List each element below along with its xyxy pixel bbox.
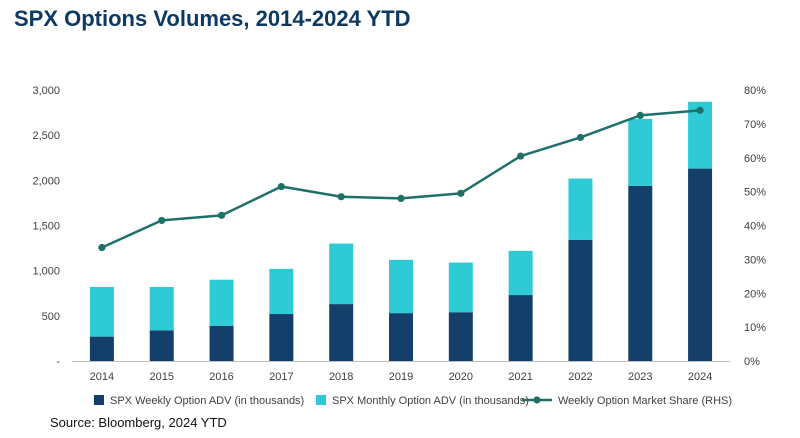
bar-weekly-adv: [269, 314, 294, 361]
y-right-tick-label: 50%: [744, 187, 766, 199]
market-share-point: [517, 152, 525, 160]
bar-weekly-adv: [688, 168, 713, 361]
y-right-tick-label: 0%: [744, 356, 760, 368]
market-share-point: [158, 216, 166, 225]
market-share-point: [217, 211, 226, 219]
chart-svg: - 500 1,000 1,500 2,000 2,500 3,000 0% 10% 20% 30…: [32, 85, 766, 407]
x-tick-label: 2022: [568, 371, 592, 383]
y-left-tick-label: 1,000: [32, 266, 60, 278]
bar-weekly-adv: [389, 313, 413, 361]
y-right-tick-label: 10%: [744, 322, 766, 334]
bar-monthly-adv: [269, 268, 294, 315]
bar-weekly-adv: [508, 295, 533, 361]
bar-monthly-adv: [568, 178, 593, 240]
x-tick-label: 2017: [269, 371, 293, 383]
bar-monthly-adv: [329, 243, 354, 305]
y-left-tick-label: 2,500: [32, 130, 60, 142]
bar-monthly-adv: [628, 118, 653, 186]
legend: SPX Weekly Option ADV (in thousands) SPX …: [94, 395, 732, 407]
y-right-tick-label: 20%: [744, 288, 766, 300]
y-left-tick-label: 1,500: [32, 221, 60, 233]
bar-weekly-adv: [568, 239, 593, 361]
bar-monthly-adv: [448, 262, 473, 313]
legend-marker-share: [533, 396, 541, 404]
market-share-point: [636, 111, 644, 120]
legend-swatch-monthly: [316, 395, 326, 405]
market-share-point: [696, 106, 704, 114]
bar-monthly-adv: [508, 250, 533, 296]
x-tick-label: 2024: [688, 371, 712, 383]
x-tick-label: 2018: [329, 371, 353, 383]
y-left-tick-label: 2,000: [32, 175, 60, 187]
bar-monthly-adv: [149, 286, 174, 331]
bar-monthly-adv: [389, 259, 413, 314]
right-axis: 0% 10% 20% 30% 40% 50% 60% 70% 80%: [744, 85, 766, 368]
legend-label-share: Weekly Option Market Share (RHS): [558, 395, 732, 407]
y-left-tick-label: -: [56, 356, 60, 368]
x-tick-label: 2015: [149, 371, 173, 383]
market-share-point: [576, 133, 585, 142]
x-axis: 2014 2015 2016 2017 2018 2019 2020 2021 2022 2023…: [90, 371, 713, 383]
left-axis: - 500 1,000 1,500 2,000 2,500 3,000: [32, 85, 60, 368]
y-right-tick-label: 60%: [744, 153, 766, 165]
y-right-tick-label: 40%: [744, 221, 766, 233]
source-note: Source: Bloomberg, 2024 YTD: [50, 415, 227, 430]
bar-weekly-adv: [448, 312, 473, 361]
y-right-tick-label: 80%: [744, 85, 766, 97]
market-share-point: [337, 193, 345, 201]
bar-weekly-adv: [89, 336, 114, 361]
y-left-tick-label: 3,000: [32, 85, 60, 97]
x-tick-label: 2014: [90, 371, 114, 383]
y-left-tick-label: 500: [42, 311, 60, 323]
x-tick-label: 2020: [449, 371, 473, 383]
legend-label-weekly: SPX Weekly Option ADV (in thousands): [110, 395, 304, 407]
market-share-line-group: [98, 106, 704, 252]
x-tick-label: 2021: [508, 371, 532, 383]
x-tick-label: 2016: [209, 371, 233, 383]
legend-swatch-weekly: [94, 395, 104, 405]
bar-weekly-adv: [628, 185, 653, 361]
bar-weekly-adv: [149, 330, 174, 361]
bar-monthly-adv: [209, 279, 234, 326]
legend-label-monthly: SPX Monthly Option ADV (in thousands): [332, 395, 529, 407]
bar-weekly-adv: [329, 304, 354, 361]
market-share-point: [277, 182, 285, 191]
market-share-point: [457, 189, 465, 197]
bar-group: [89, 101, 713, 361]
y-right-tick-label: 70%: [744, 119, 766, 131]
x-tick-label: 2023: [628, 371, 652, 383]
market-share-point: [98, 243, 106, 252]
chart-title: SPX Options Volumes, 2014-2024 YTD: [14, 6, 411, 31]
market-share-point: [397, 194, 405, 202]
market-share-line: [101, 109, 701, 249]
y-right-tick-label: 30%: [744, 254, 766, 266]
x-tick-label: 2019: [389, 371, 413, 383]
bar-weekly-adv: [209, 325, 234, 361]
bar-monthly-adv: [89, 286, 114, 337]
